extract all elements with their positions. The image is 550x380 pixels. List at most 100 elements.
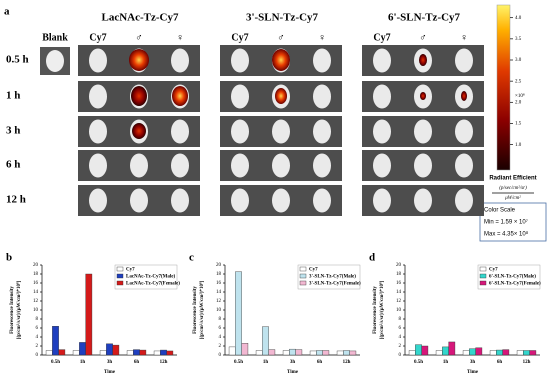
bar bbox=[442, 346, 449, 356]
x-tick-label: 12h bbox=[343, 360, 351, 365]
mouse bbox=[130, 153, 148, 178]
y-tick-label: 12 bbox=[33, 299, 39, 304]
mouse bbox=[313, 48, 331, 73]
bar bbox=[309, 350, 317, 356]
bar bbox=[153, 350, 161, 356]
x-tick-label: 6h bbox=[134, 360, 140, 365]
legend-swatch bbox=[479, 273, 487, 279]
column-label: ♀ bbox=[176, 32, 184, 43]
bar bbox=[529, 350, 537, 356]
mouse bbox=[455, 153, 473, 178]
mouse bbox=[231, 188, 249, 213]
legend-box bbox=[114, 264, 178, 290]
mouse bbox=[272, 188, 290, 213]
mouse bbox=[373, 84, 391, 109]
bar bbox=[289, 348, 296, 356]
unit-denominator: μW/cm² bbox=[505, 195, 521, 201]
bar bbox=[469, 348, 476, 356]
colorbar-tick-label: 4.0 bbox=[515, 16, 522, 21]
signal bbox=[461, 91, 467, 101]
y-tick-label: 6 bbox=[219, 326, 222, 331]
x-tick-label: 1h bbox=[80, 360, 86, 365]
colorbar-tick-label: 2.0 bbox=[515, 100, 522, 105]
row-label: 0.5 h bbox=[6, 54, 29, 66]
legend-label: 6'-SLN-Tz-Cy7(Male) bbox=[489, 275, 536, 280]
mouse bbox=[231, 84, 249, 109]
signal bbox=[420, 92, 426, 100]
y-tick-label: 0 bbox=[399, 353, 402, 358]
y-tick-label: 6 bbox=[36, 326, 39, 331]
column-label: ♂ bbox=[277, 32, 285, 43]
legend-label: LacNAc-Tz-Cy7(Female) bbox=[126, 282, 180, 287]
colorbar-multiplier: ×10⁸ bbox=[515, 93, 525, 99]
legend-box bbox=[297, 264, 361, 290]
bar bbox=[316, 350, 323, 356]
legend-swatch bbox=[116, 280, 124, 286]
x-axis-title: Time bbox=[104, 370, 116, 375]
x-tick-label: 0.5h bbox=[51, 360, 60, 365]
y-tick-label: 20 bbox=[396, 263, 402, 268]
colorbar-tick-label: 3.0 bbox=[515, 58, 522, 63]
y-tick-label: 12 bbox=[396, 299, 402, 304]
chart-label: d bbox=[369, 252, 375, 264]
bar bbox=[282, 350, 290, 356]
y-tick-label: 8 bbox=[36, 317, 39, 322]
x-tick-label: 3h bbox=[107, 360, 113, 365]
y-tick-label: 20 bbox=[33, 263, 39, 268]
mouse bbox=[231, 119, 249, 144]
mouse bbox=[373, 188, 391, 213]
x-tick-label: 3h bbox=[470, 360, 476, 365]
bar bbox=[126, 350, 134, 356]
mouse bbox=[455, 119, 473, 144]
y-tick-label: 0 bbox=[219, 353, 222, 358]
mouse bbox=[414, 188, 432, 213]
scale-title: Color Scale bbox=[484, 208, 516, 214]
row-label: 6 h bbox=[6, 159, 20, 171]
legend-swatch bbox=[299, 273, 307, 279]
bar bbox=[133, 349, 140, 356]
bar bbox=[408, 350, 416, 356]
blank-label: Blank bbox=[42, 32, 68, 43]
legend-swatch bbox=[299, 280, 307, 286]
colorbar-tick-label: 3.5 bbox=[515, 37, 522, 42]
column-label: Cy7 bbox=[373, 32, 390, 43]
unit-numerator: (p/sec/cm²/sr) bbox=[499, 185, 527, 191]
mouse bbox=[231, 48, 249, 73]
mouse bbox=[46, 50, 64, 72]
legend-swatch bbox=[116, 273, 124, 279]
legend-box bbox=[477, 264, 541, 290]
colorbar-tick-label: 1.5 bbox=[515, 122, 522, 127]
y-tick-label: 16 bbox=[396, 281, 402, 286]
signal bbox=[272, 49, 290, 71]
x-axis-title: Time bbox=[287, 370, 299, 375]
bar bbox=[262, 326, 269, 356]
legend-swatch bbox=[299, 266, 307, 272]
legend-label: Cy7 bbox=[309, 268, 318, 273]
bar bbox=[166, 350, 174, 356]
signal bbox=[275, 88, 287, 104]
group-title: 3'-SLN-Tz-Cy7 bbox=[246, 12, 319, 24]
x-tick-label: 1h bbox=[263, 360, 269, 365]
y-axis-title: [(p/cm²/s/sr)/(μW/cm²)*10⁸] bbox=[16, 280, 22, 339]
y-tick-label: 16 bbox=[33, 281, 39, 286]
bar bbox=[462, 350, 470, 356]
bar bbox=[58, 349, 66, 356]
y-tick-label: 6 bbox=[399, 326, 402, 331]
y-tick-label: 8 bbox=[399, 317, 402, 322]
y-tick-label: 18 bbox=[216, 272, 222, 277]
x-tick-label: 0.5h bbox=[234, 360, 243, 365]
y-axis-title: [(p/cm²/s/sr)/(μW/cm²)*10⁸] bbox=[199, 280, 205, 339]
colorbar-title: Radiant Efficient bbox=[489, 176, 536, 182]
bar bbox=[72, 350, 80, 356]
y-tick-label: 16 bbox=[216, 281, 222, 286]
y-tick-label: 2 bbox=[219, 344, 222, 349]
bar bbox=[235, 271, 242, 356]
column-label: Cy7 bbox=[89, 32, 106, 43]
y-tick-label: 20 bbox=[216, 263, 222, 268]
y-tick-label: 0 bbox=[36, 353, 39, 358]
bar bbox=[489, 350, 497, 356]
y-axis-title: [(p/cm²/s/sr)/(μW/cm²)*10⁸] bbox=[379, 280, 385, 339]
legend-swatch bbox=[479, 266, 487, 272]
y-axis-title: Fluorescence Intensity bbox=[10, 286, 15, 334]
y-axis-title: Fluorescence Intensity bbox=[193, 286, 198, 334]
